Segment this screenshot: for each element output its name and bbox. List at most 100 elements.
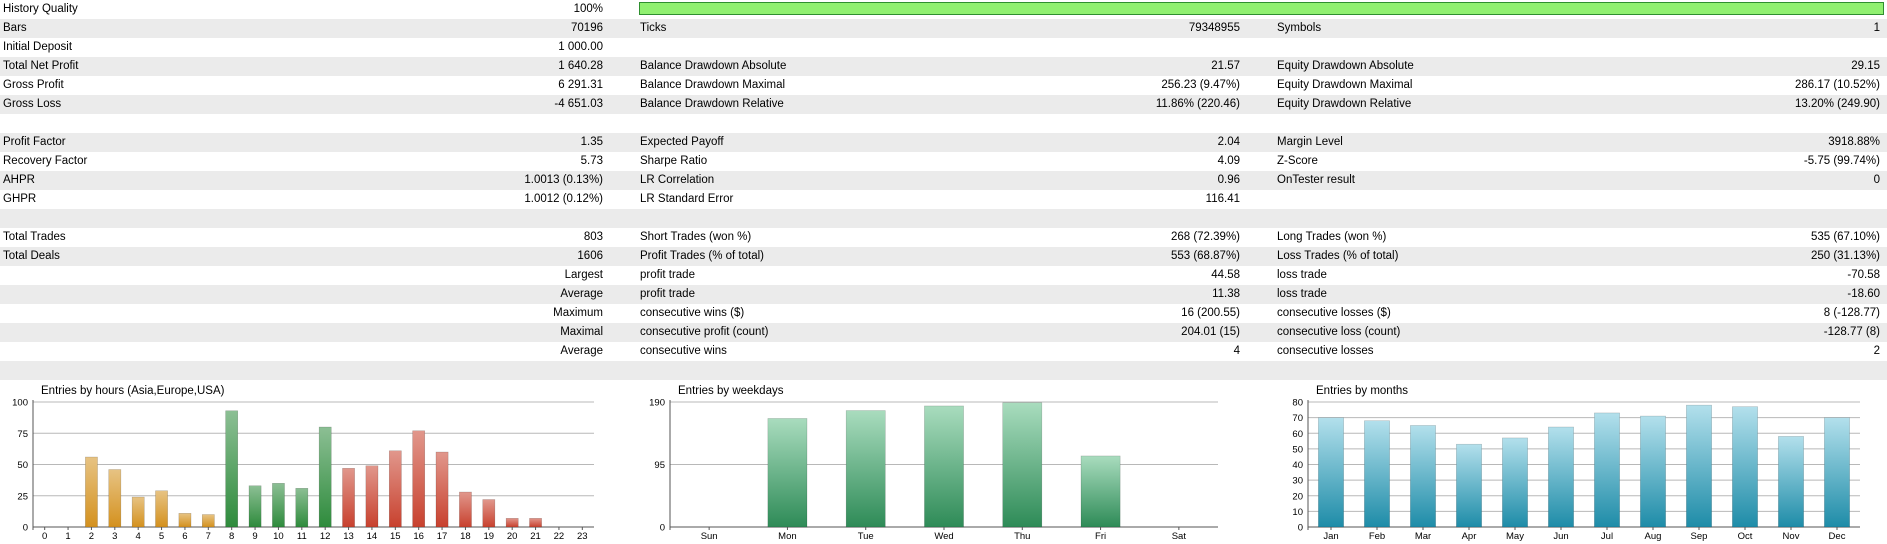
value-col2: 79348955	[1188, 22, 1240, 34]
label-col3: Margin Level	[1277, 136, 1343, 148]
bar	[1318, 417, 1344, 528]
y-tick-label: 0	[660, 523, 665, 534]
label-col1: AHPR	[3, 174, 35, 186]
bar	[318, 426, 332, 528]
value-col2: 44.58	[1211, 269, 1240, 281]
bar	[767, 418, 808, 528]
x-tick-label: Feb	[1369, 531, 1385, 542]
x-tick-label: 18	[460, 531, 471, 542]
x-tick-label: Tue	[858, 531, 874, 542]
label-col2: profit trade	[640, 269, 695, 281]
label-col2: Short Trades (won %)	[640, 231, 752, 243]
x-tick-label: Aug	[1645, 531, 1662, 542]
label-col1: Gross Profit	[3, 79, 64, 91]
value-col3: 29.15	[1851, 60, 1880, 72]
bar	[342, 468, 355, 528]
value-col1: 1 640.28	[558, 60, 603, 72]
value-col1: 1.0012 (0.12%)	[524, 193, 603, 205]
y-tick-label: 20	[1292, 491, 1303, 502]
label-col3: Z-Score	[1277, 155, 1318, 167]
bar	[85, 456, 98, 528]
stats-row: Gross Loss -4 651.03 Balance Drawdown Rela…	[0, 95, 1887, 114]
y-tick-label: 0	[23, 523, 28, 534]
value-col3: 13.20% (249.90)	[1794, 98, 1880, 110]
x-tick-label: Mar	[1415, 531, 1431, 542]
y-tick-label: 25	[17, 491, 28, 502]
label-col2: Ticks	[640, 22, 667, 34]
stats-row: History Quality 100%	[0, 0, 1887, 19]
label-col3: Symbols	[1277, 22, 1322, 34]
value-col3: -70.58	[1847, 269, 1880, 281]
bar	[1456, 443, 1482, 528]
label-col1: Profit Factor	[3, 136, 66, 148]
stats-row: Total Trades 803 Short Trades (won %) 268 (…	[0, 228, 1887, 247]
value-col1: 1.0013 (0.13%)	[524, 174, 603, 186]
value-col2: 11.86% (220.46)	[1155, 98, 1240, 110]
x-tick-label: 1	[65, 531, 70, 542]
x-tick-label: 3	[112, 531, 117, 542]
label-col1: Initial Deposit	[3, 41, 73, 53]
stats-row: Initial Deposit 1 000.00	[0, 38, 1887, 57]
bar	[388, 450, 402, 528]
label-col3: OnTester result	[1277, 174, 1355, 186]
stats-row: Total Net Profit 1 640.28 Balance Drawdown…	[0, 57, 1887, 76]
stats-row: Total Deals 1606 Profit Trades (% of total…	[0, 247, 1887, 266]
label-col3: loss trade	[1277, 288, 1327, 300]
x-tick-label: 0	[42, 531, 47, 542]
value-col2: 553 (68.87%)	[1170, 250, 1240, 262]
value-col1: 70196	[571, 22, 603, 34]
x-tick-label: Thu	[1014, 531, 1030, 542]
label-col3: consecutive losses	[1277, 345, 1374, 357]
x-tick-label: Jul	[1601, 531, 1613, 542]
stats-row: Profit Factor 1.35 Expected Payoff 2.04 Marg…	[0, 133, 1887, 152]
value-col1: Maximum	[553, 307, 603, 319]
value-col2: 0.96	[1217, 174, 1240, 186]
y-tick-label: 75	[17, 429, 28, 440]
label-col3: Long Trades (won %)	[1277, 231, 1387, 243]
y-tick-label: 70	[1292, 413, 1303, 424]
value-col3: 535 (67.10%)	[1810, 231, 1880, 243]
bar	[365, 465, 379, 528]
x-tick-label: 15	[390, 531, 401, 542]
label-col1: Total Trades	[3, 231, 66, 243]
x-tick-label: 10	[273, 531, 284, 542]
x-tick-label: 9	[252, 531, 257, 542]
bar	[1364, 420, 1390, 528]
bar	[924, 405, 964, 528]
bar	[412, 430, 426, 528]
label-col3: Equity Drawdown Absolute	[1277, 60, 1414, 72]
value-col2: 4	[1233, 345, 1240, 357]
bar	[1002, 402, 1043, 528]
value-col1: 1606	[577, 250, 603, 262]
bar	[108, 469, 122, 528]
bar	[435, 451, 449, 528]
y-tick-label: 50	[17, 460, 28, 471]
x-tick-label: 23	[577, 531, 588, 542]
label-col3: loss trade	[1277, 269, 1327, 281]
label-col2: LR Correlation	[640, 174, 715, 186]
value-col1: 803	[583, 231, 603, 243]
value-col1: 1 000.00	[558, 41, 603, 53]
value-col3: -128.77 (8)	[1823, 326, 1880, 338]
bar	[1080, 455, 1121, 528]
bar	[1778, 436, 1804, 528]
x-tick-label: 5	[159, 531, 164, 542]
value-col1: -4 651.03	[554, 98, 603, 110]
x-tick-label: May	[1506, 531, 1524, 542]
x-tick-label: Sat	[1172, 531, 1187, 542]
bar	[155, 490, 168, 528]
x-tick-label: Jun	[1553, 531, 1568, 542]
value-col2: 204.01 (15)	[1181, 326, 1240, 338]
x-tick-label: Dec	[1829, 531, 1846, 542]
label-col3: Loss Trades (% of total)	[1277, 250, 1399, 262]
value-col1: 100%	[573, 3, 603, 15]
label-col1: Recovery Factor	[3, 155, 88, 167]
label-col2: Profit Trades (% of total)	[640, 250, 764, 262]
value-col1: 6 291.31	[558, 79, 603, 91]
value-col3: 0	[1873, 174, 1880, 186]
history-quality-bar	[639, 2, 1884, 15]
value-col2: 268 (72.39%)	[1170, 231, 1240, 243]
value-col1: Maximal	[560, 326, 603, 338]
y-tick-label: 50	[1292, 444, 1303, 455]
x-tick-label: 6	[182, 531, 187, 542]
